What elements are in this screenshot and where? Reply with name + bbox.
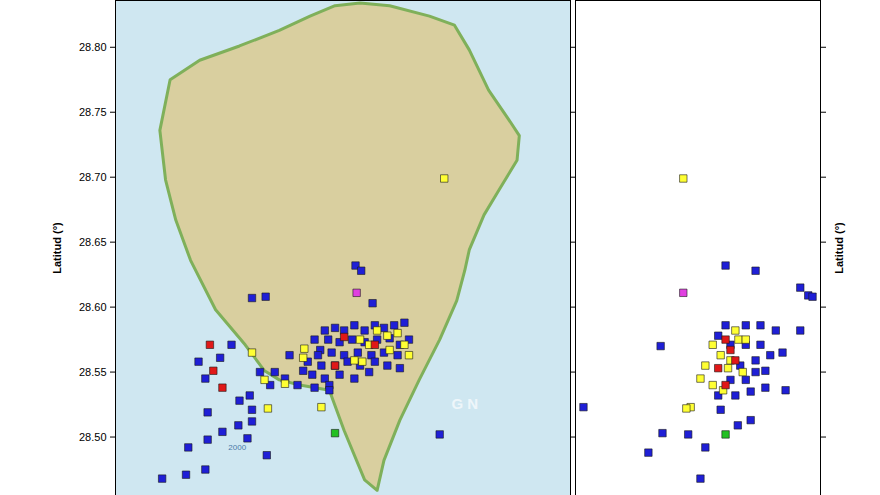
svg-text:28.55: 28.55 bbox=[79, 366, 107, 378]
svg-text:2000: 2000 bbox=[228, 443, 246, 452]
svg-text:G N: G N bbox=[451, 395, 478, 412]
svg-text:Latitud (°): Latitud (°) bbox=[51, 222, 63, 274]
svg-text:28.70: 28.70 bbox=[79, 171, 107, 183]
svg-text:28.80: 28.80 bbox=[79, 41, 107, 53]
svg-text:Latitud (°): Latitud (°) bbox=[833, 222, 845, 274]
svg-text:28.50: 28.50 bbox=[79, 431, 107, 443]
svg-text:28.75: 28.75 bbox=[79, 106, 107, 118]
svg-text:28.65: 28.65 bbox=[79, 236, 107, 248]
svg-text:28.60: 28.60 bbox=[79, 301, 107, 313]
